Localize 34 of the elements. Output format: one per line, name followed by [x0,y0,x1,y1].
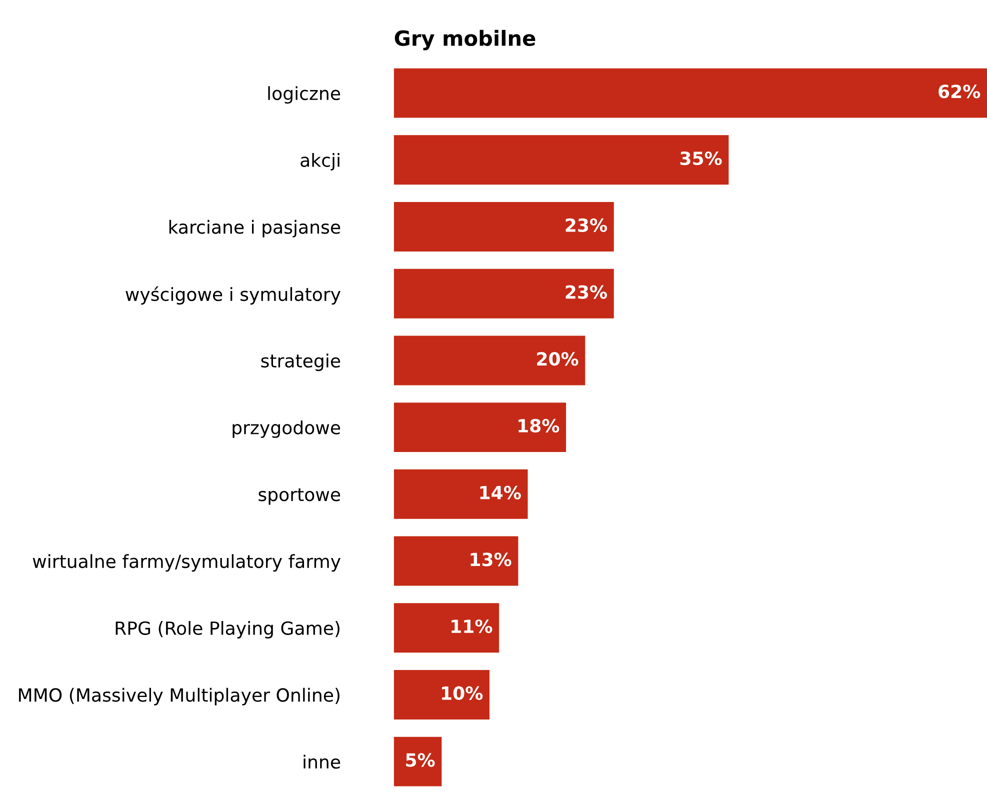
data-label: 23% [566,285,608,299]
bar [394,268,614,318]
y-tick-label: przygodowe [232,420,340,438]
y-tick-label: inne [304,754,340,769]
chart-title: Gry mobilne [394,30,536,50]
bar [394,736,442,786]
data-label: 14% [480,486,521,500]
y-tick-label: karciane i pasjanse [169,220,340,238]
data-label: 20% [537,352,578,366]
bar [394,469,528,519]
bar [394,670,490,720]
data-label: 62% [938,84,980,98]
data-label: 5% [406,753,435,767]
bar [394,402,566,452]
data-label: 10% [442,686,483,700]
bar [394,135,729,185]
bar [394,68,987,118]
y-tick-label: wyścigowe i symulatory [126,286,340,305]
data-label: 11% [452,619,492,634]
bar [394,536,518,586]
y-tick-label: sportowe [258,488,340,505]
data-label: 35% [680,151,722,166]
y-tick-label: strategie [261,354,340,372]
data-label: 23% [566,218,608,232]
y-tick-label: RPG (Role Playing Game) [116,621,340,638]
bar [394,336,586,386]
y-tick-label: wirtualne farmy/symulatory farmy [32,554,341,572]
y-tick-label: logiczne [268,86,340,104]
y-tick-label: akcji [300,153,340,171]
data-label: 13% [470,552,512,566]
y-tick-label: MMO (Massively Multiplayer Online) [19,688,340,706]
bar [394,603,500,653]
bar [394,202,614,252]
data-label: 18% [518,418,560,433]
